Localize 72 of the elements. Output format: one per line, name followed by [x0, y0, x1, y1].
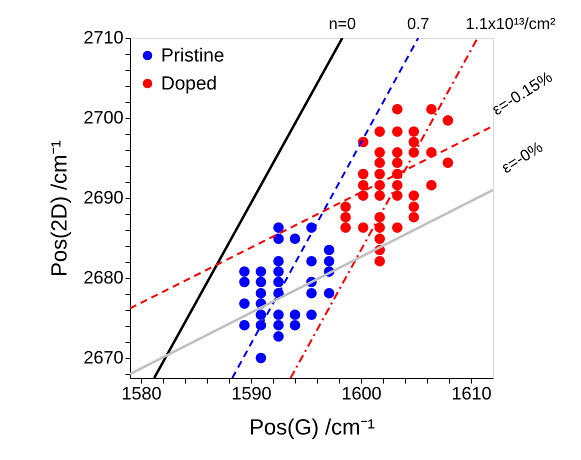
point: [290, 320, 300, 330]
annotation: n=0: [328, 16, 356, 33]
point: [426, 104, 437, 114]
y-tick-label: 2710: [83, 28, 124, 48]
point: [374, 126, 385, 137]
annotation: 1.1x10¹³/cm²: [466, 16, 556, 33]
point: [392, 104, 403, 114]
point: [374, 158, 385, 168]
point: [256, 352, 266, 364]
point: [273, 234, 284, 244]
point: [324, 288, 334, 298]
point: [290, 310, 300, 320]
point: [273, 266, 284, 277]
point: [256, 276, 266, 288]
x-axis-title: Pos(G) /cm⁻¹: [249, 414, 375, 440]
point: [290, 234, 300, 244]
point: [374, 256, 385, 266]
point: [239, 276, 250, 288]
point: [256, 310, 266, 320]
point: [306, 256, 317, 266]
point: [239, 298, 250, 309]
point: [374, 222, 385, 233]
point: [273, 320, 284, 330]
point: [239, 320, 250, 330]
point: [426, 180, 437, 190]
point: [442, 158, 454, 168]
point: [306, 288, 317, 298]
point: [358, 180, 368, 190]
point: [358, 168, 368, 180]
point: [340, 222, 351, 233]
y-tick-label: 2670: [83, 348, 124, 368]
point: [442, 115, 454, 126]
point: [306, 310, 317, 320]
point: [358, 190, 368, 201]
point: [374, 234, 385, 244]
x-tick-label: 1590: [231, 384, 272, 404]
x-tick-label: 1600: [341, 384, 382, 404]
point: [273, 276, 284, 288]
point: [273, 222, 284, 233]
point: [340, 212, 351, 222]
point: [358, 222, 368, 233]
y-tick-label: 2690: [83, 188, 124, 208]
point: [324, 244, 334, 256]
point: [374, 168, 385, 180]
x-tick-label: 1580: [121, 384, 162, 404]
x-tick-label: 1610: [451, 384, 492, 404]
annotation: 0.7: [407, 16, 430, 33]
y-axis-title: Pos(2D) /cm⁻¹: [46, 140, 72, 277]
point: [392, 222, 403, 233]
point: [408, 126, 420, 137]
point: [408, 136, 420, 148]
point: [273, 256, 284, 266]
point: [340, 202, 351, 212]
point: [256, 266, 266, 277]
point: [374, 147, 385, 158]
point: [239, 266, 250, 277]
point: [392, 147, 403, 158]
point: [392, 126, 403, 137]
point: [392, 190, 403, 201]
point: [273, 310, 284, 320]
legend-label: Doped: [161, 74, 217, 94]
y-tick-label: 2680: [83, 268, 124, 288]
y-tick-label: 2700: [83, 108, 124, 128]
point: [324, 256, 334, 266]
point: [374, 190, 385, 201]
point: [273, 331, 284, 342]
point: [392, 158, 403, 168]
point: [256, 288, 266, 298]
point: [408, 202, 420, 212]
point: [408, 212, 420, 222]
point: [408, 190, 420, 201]
legend-label: Pristine: [161, 46, 224, 66]
